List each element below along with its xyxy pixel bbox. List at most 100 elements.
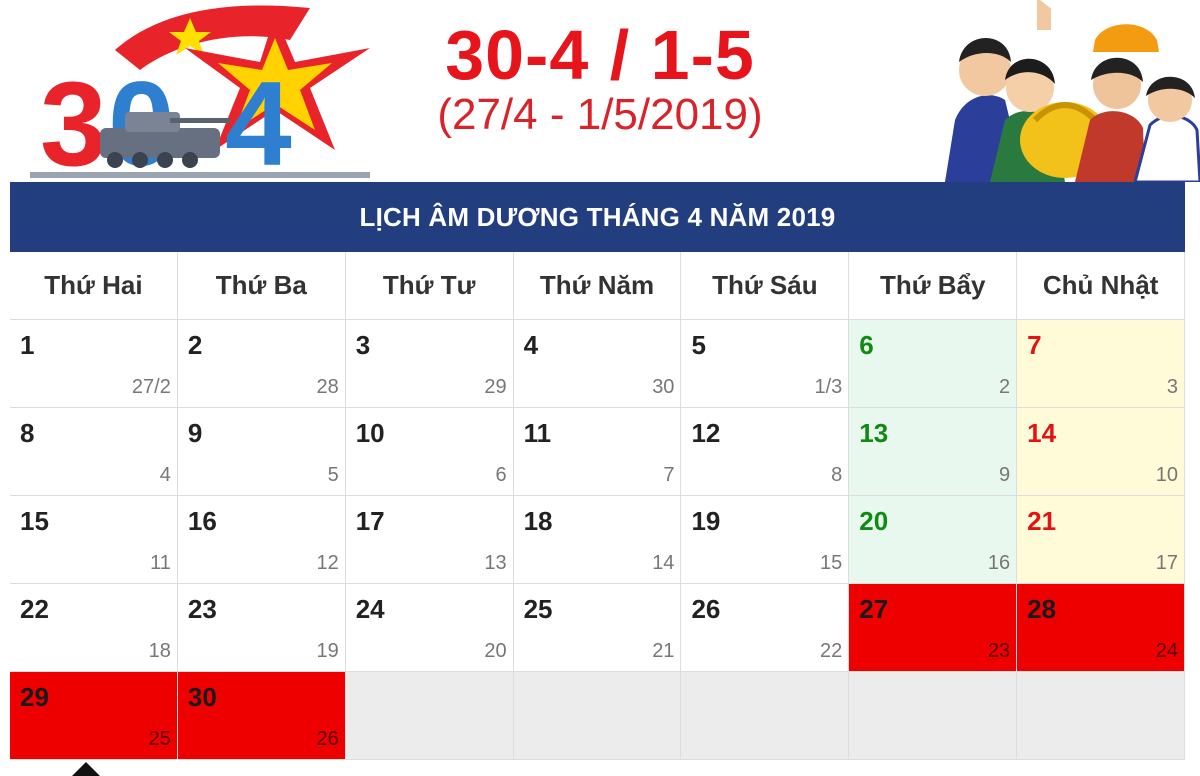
solar-date: 11 [523,418,552,448]
day-cell[interactable]: 3 29 [345,320,514,408]
day-cell[interactable]: 2 28 [177,320,346,408]
lunar-date: 30 [652,376,675,398]
lunar-date: 23 [987,640,1011,662]
day-cell[interactable]: 22 18 [10,584,178,672]
lunar-date: 7 [663,464,675,486]
lunar-date: 28 [316,376,339,398]
empty-day-cell [513,672,682,760]
solar-date: 26 [691,594,721,624]
day-cell[interactable]: 15 11 [10,496,178,584]
lunar-date: 9 [999,464,1011,486]
day-cell[interactable]: 19 15 [681,496,850,584]
calendar: LỊCH ÂM DƯƠNG THÁNG 4 NĂM 2019 Thứ Hai Th… [10,182,1186,760]
svg-text:4: 4 [225,57,292,182]
empty-day-cell [681,672,850,760]
weekday-header: Chủ Nhật [1017,252,1186,320]
lunar-date: 1/3 [814,376,843,398]
solar-date: 1 [20,330,35,360]
solar-date: 25 [523,594,553,624]
weekday-header: Thứ Bẩy [849,252,1018,320]
calendar-title: LỊCH ÂM DƯƠNG THÁNG 4 NĂM 2019 [10,182,1185,252]
lunar-date: 12 [316,552,339,574]
lunar-date: 17 [1155,552,1179,574]
day-cell[interactable]: 26 22 [681,584,850,672]
lunar-date: 21 [652,640,675,662]
lunar-date: 19 [316,640,339,662]
solar-date: 24 [355,594,385,624]
lunar-date: 2 [999,376,1011,398]
day-cell[interactable]: 21 17 [1017,496,1186,584]
solar-date: 27 [859,594,889,624]
day-cell[interactable]: 25 21 [513,584,682,672]
solar-date: 23 [187,594,217,624]
day-cell[interactable]: 14 10 [1017,408,1186,496]
solar-date: 21 [1027,506,1057,536]
empty-day-cell [849,672,1018,760]
weekday-header: Thứ Năm [513,252,682,320]
solar-date: 19 [691,506,721,536]
weekday-header: Thứ Sáu [681,252,850,320]
lunar-date: 8 [831,464,843,486]
holiday-30-4-logo: 3 0 4 [30,5,370,182]
banner-header: 3 0 4 30-4 / 1-5 (27/4 - 1/5/2019) [0,0,1200,182]
day-cell[interactable]: 27 23 [849,584,1018,672]
lunar-date: 5 [327,464,339,486]
solar-date: 5 [691,330,706,360]
solar-date: 2 [187,330,203,360]
solar-date: 18 [523,506,553,536]
day-cell[interactable]: 4 30 [513,320,682,408]
empty-day-cell [1017,672,1186,760]
day-cell[interactable]: 5 1/3 [681,320,850,408]
day-cell[interactable]: 13 9 [849,408,1018,496]
solar-date: 28 [1027,594,1057,624]
solar-date: 8 [20,418,35,448]
lunar-date: 20 [484,640,507,662]
title-block: 30-4 / 1-5 (27/4 - 1/5/2019) [400,18,800,140]
day-cell[interactable]: 1 27/2 [10,320,178,408]
lunar-date: 13 [484,552,507,574]
day-cell[interactable]: 23 19 [177,584,346,672]
weekday-header: Thứ Tư [345,252,514,320]
solar-date: 30 [187,682,217,712]
solar-date: 29 [20,682,49,712]
solar-date: 7 [1027,330,1042,360]
svg-text:3: 3 [40,57,107,182]
solar-date: 6 [859,330,874,360]
solar-date: 3 [355,330,371,360]
lunar-date: 25 [148,728,171,750]
day-cell[interactable]: 10 6 [345,408,514,496]
solar-date: 9 [187,418,203,448]
day-cell[interactable]: 28 24 [1017,584,1186,672]
weekday-header: Thứ Ba [177,252,346,320]
day-cell[interactable]: 20 16 [849,496,1018,584]
arrow-up-icon [72,762,100,776]
lunar-date: 26 [316,728,339,750]
lunar-date: 16 [987,552,1011,574]
day-cell[interactable]: 16 12 [177,496,346,584]
lunar-date: 29 [484,376,507,398]
lunar-date: 15 [820,552,843,574]
day-cell[interactable]: 29 25 [10,672,178,760]
calendar-grid: Thứ Hai Thứ Ba Thứ Tư Thứ Năm Thứ Sáu Thứ Bẩy… [10,252,1186,760]
day-cell[interactable]: 24 20 [345,584,514,672]
people-illustration [945,0,1200,182]
solar-date: 10 [355,418,385,448]
day-cell[interactable]: 17 13 [345,496,514,584]
day-cell[interactable]: 30 26 [177,672,346,760]
solar-date: 22 [20,594,49,624]
day-cell[interactable]: 11 7 [513,408,682,496]
lunar-date: 3 [1166,376,1179,398]
lunar-date: 18 [148,640,171,662]
solar-date: 17 [355,506,385,536]
lunar-date: 6 [495,464,507,486]
lunar-date: 4 [159,464,171,486]
solar-date: 12 [691,418,721,448]
day-cell[interactable]: 12 8 [681,408,850,496]
lunar-date: 27/2 [131,376,171,398]
lunar-date: 22 [820,640,843,662]
day-cell[interactable]: 18 14 [513,496,682,584]
